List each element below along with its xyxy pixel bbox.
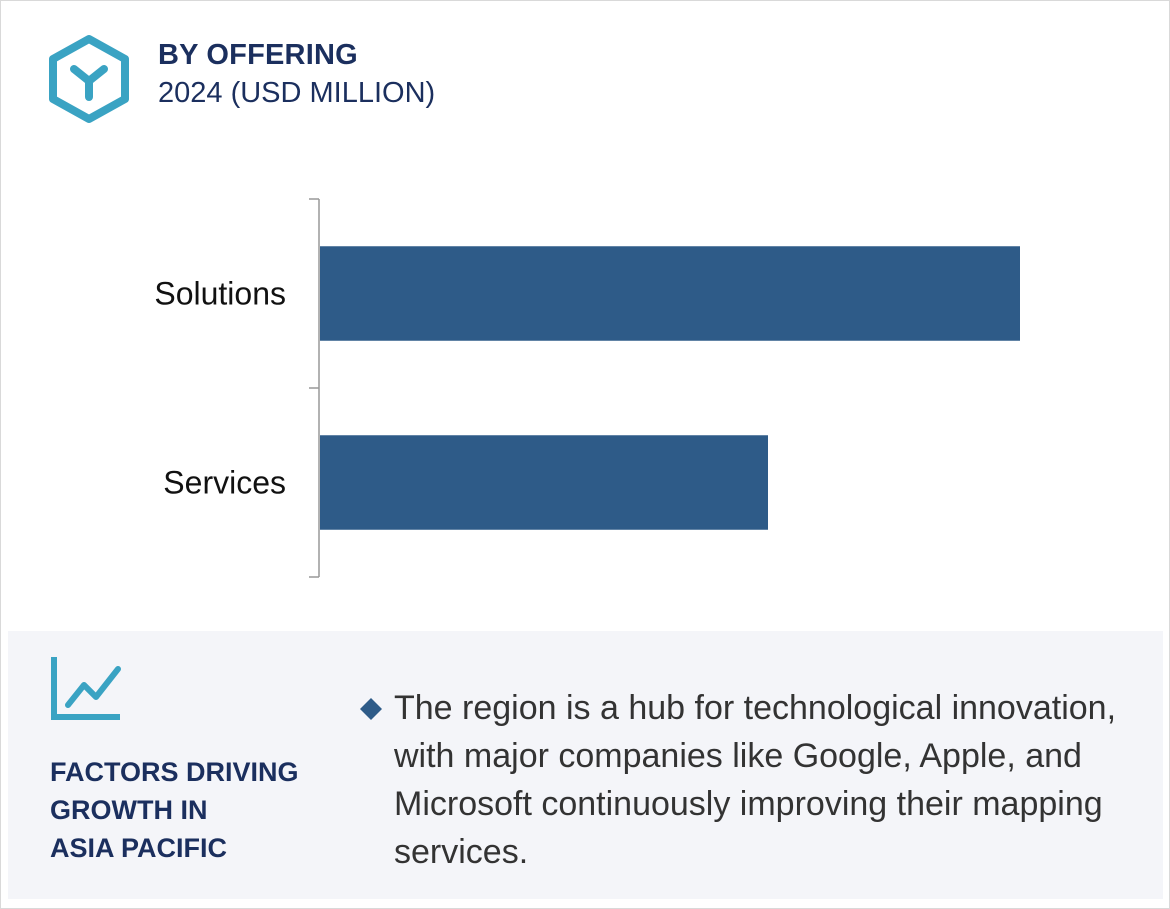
diamond-bullet-icon [360, 698, 382, 720]
bar-services [320, 435, 768, 530]
factors-heading: FACTORS DRIVING GROWTH IN ASIA PACIFIC [50, 753, 320, 867]
factors-heading-line: ASIA PACIFIC [50, 833, 228, 863]
category-label: Services [163, 465, 286, 501]
trend-line-chart-icon [48, 653, 122, 727]
factors-panel: FACTORS DRIVING GROWTH IN ASIA PACIFIC T… [8, 631, 1163, 899]
bar-solutions [320, 246, 1020, 341]
bar-chart: Solutions Services [154, 198, 1020, 578]
factors-heading-line: GROWTH IN [50, 795, 208, 825]
factor-bullet-text: The region is a hub for technological in… [394, 689, 1117, 871]
chart-title: BY OFFERING [158, 39, 358, 71]
hexagon-y-logo-icon [47, 34, 131, 124]
factors-heading-line: FACTORS DRIVING [50, 757, 299, 787]
chart-subtitle: 2024 (USD MILLION) [158, 77, 436, 109]
category-label: Solutions [154, 276, 286, 312]
